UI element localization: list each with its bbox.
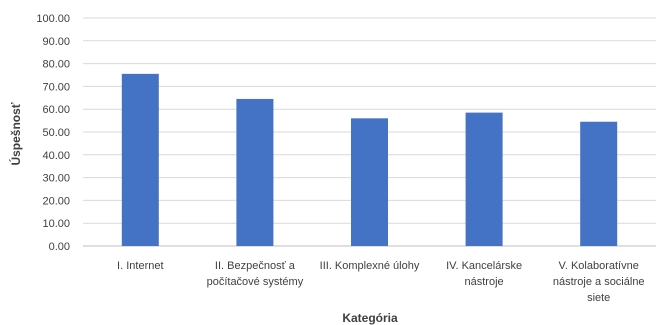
x-tick-labels: I. Internet II. Bezpečnosť a počítačové sy…: [117, 260, 645, 304]
y-tick-label: 10.00: [42, 218, 70, 230]
x-tick-label: V. Kolaboratívne nástroje a sociálne siete: [553, 260, 645, 304]
y-tick-label: 20.00: [42, 195, 70, 207]
x-tick-label: I. Internet: [117, 260, 163, 272]
x-tick-label: III. Komplexné úlohy: [320, 260, 420, 272]
bars: [121, 73, 618, 247]
x-axis-title: Kategória: [342, 311, 398, 325]
x-tick-label: II. Bezpečnosť a počítačové systémy: [207, 260, 304, 288]
bar: [236, 98, 274, 246]
bar: [121, 73, 159, 246]
y-axis-title: Úspešnosť: [8, 102, 23, 165]
y-tick-label: 60.00: [42, 104, 70, 116]
y-tick-label: 80.00: [42, 59, 70, 71]
y-tick-label: 30.00: [42, 173, 70, 185]
bar: [580, 121, 618, 246]
y-tick-label: 70.00: [42, 81, 70, 93]
y-tick-label: 90.00: [42, 36, 70, 48]
y-tick-label: 0.00: [49, 241, 70, 253]
bar: [351, 118, 388, 246]
x-tick-label: IV. Kancelárske nástroje: [446, 260, 522, 288]
bar: [465, 112, 503, 247]
y-tick-labels: 0.00 10.00 20.00 30.00 40.00 50.00 60.00 70.00 8…: [36, 13, 70, 253]
y-tick-label: 40.00: [42, 150, 70, 162]
y-tick-label: 50.00: [42, 127, 70, 139]
y-tick-label: 100.00: [36, 13, 70, 25]
